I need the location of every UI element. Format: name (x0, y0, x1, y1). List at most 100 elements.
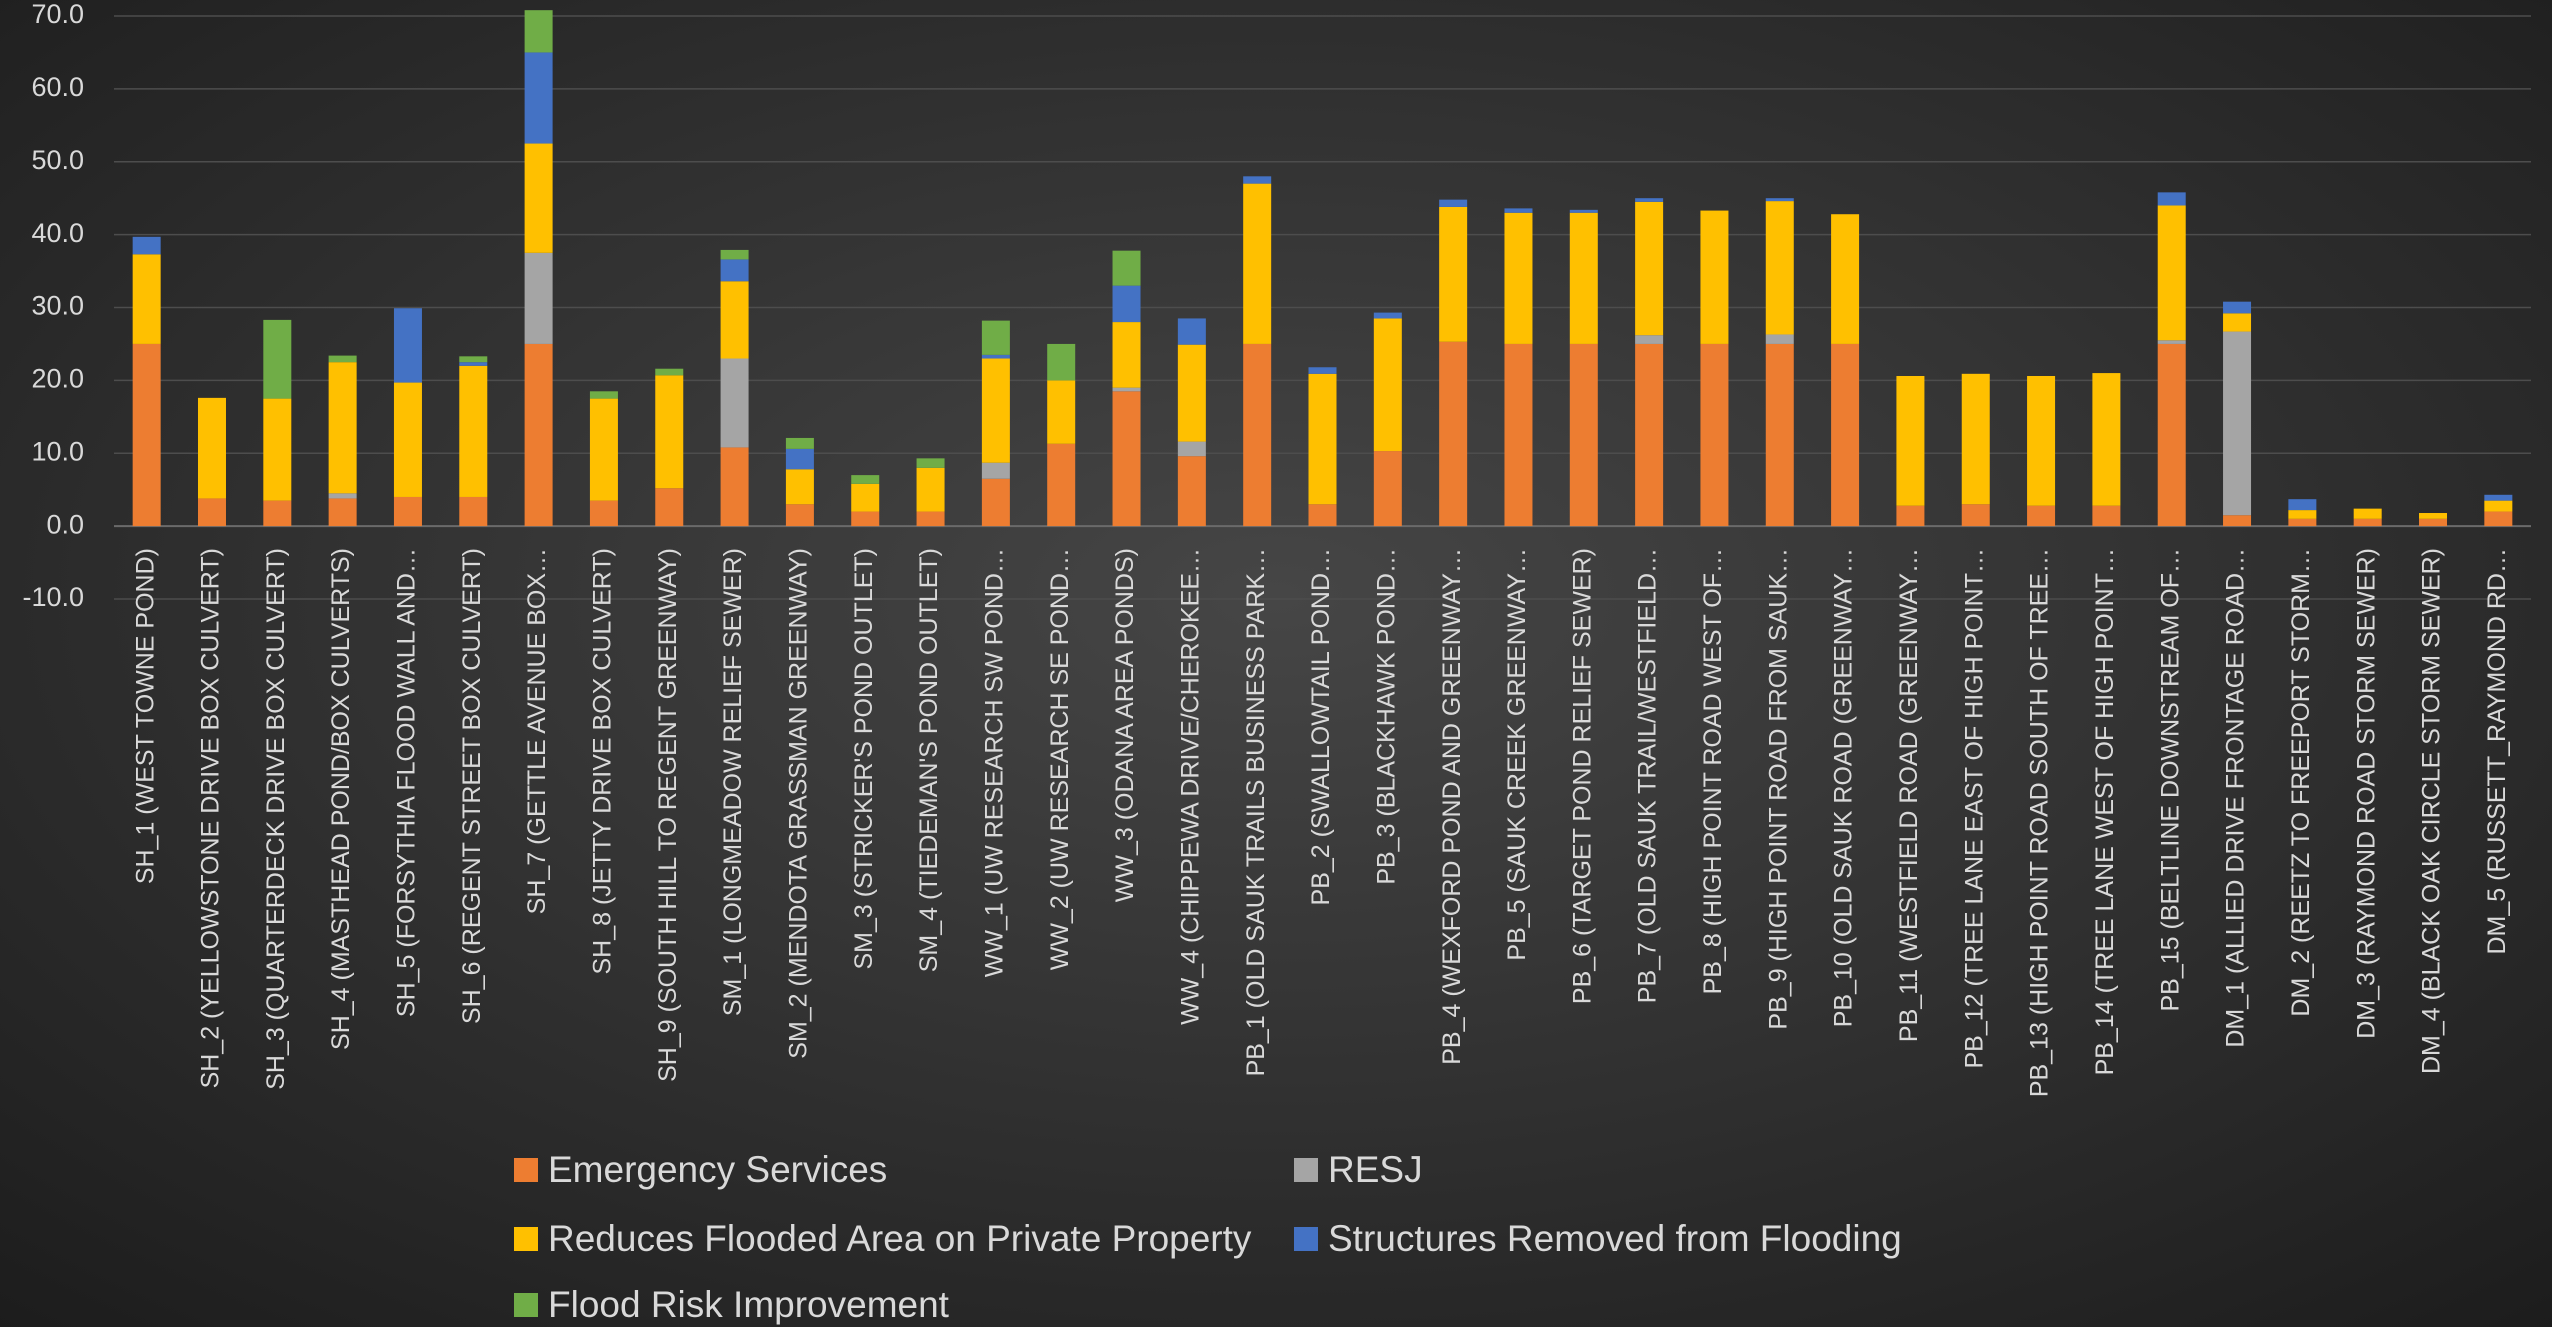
y-tick-label: 50.0 (31, 145, 84, 175)
bar-segment (1112, 391, 1141, 527)
bar-segment (1439, 199, 1468, 207)
y-tick-label: 10.0 (31, 436, 84, 466)
bar-segment (1243, 343, 1272, 527)
bar-segment (1439, 341, 1468, 527)
bar-segment (2092, 505, 2121, 527)
x-tick-label: SM_4 (TIEDEMAN'S POND OUTLET) (915, 548, 943, 972)
y-tick-label: -10.0 (22, 582, 84, 612)
bar-segment (1243, 176, 1272, 184)
y-tick-label: 30.0 (31, 291, 84, 321)
x-tick-label: SH_6 (REGENT STREET BOX CULVERT) (458, 548, 486, 1024)
y-tick-label: 70.0 (31, 0, 84, 29)
bar-segment (328, 355, 357, 363)
bar-segment (2288, 499, 2317, 511)
legend-label: Reduces Flooded Area on Private Property (548, 1218, 1252, 1259)
bar-segment (1047, 380, 1076, 444)
bar-segment (720, 281, 749, 359)
bar-segment (459, 356, 488, 363)
bar-segment (1569, 212, 1598, 344)
x-tick-label: PB_4 (WEXFORD POND AND GREENWAY… (1438, 548, 1466, 1065)
x-tick-label: PB_12 (TREE LANE EAST OF HIGH POINT… (1960, 548, 1988, 1069)
bar-segment (916, 511, 945, 527)
bar-segment (1177, 344, 1206, 442)
bar-segment (2223, 515, 2252, 527)
bar-segment (655, 375, 684, 489)
bar-segment (524, 52, 553, 144)
x-tick-label: PB_7 (OLD SAUK TRAIL/WESTFIELD… (1634, 548, 1662, 1003)
bar-segment (851, 475, 880, 484)
bar-segment (459, 362, 488, 366)
bar-segment (2419, 518, 2448, 527)
x-tick-label: SH_3 (QUARTERDECK DRIVE BOX CULVERT) (262, 548, 290, 1090)
bar-segment (1308, 373, 1337, 505)
bar-segment (1765, 334, 1794, 344)
x-tick-label: WW_4 (CHIPPEWA DRIVE/CHEROKEE… (1176, 548, 1204, 1025)
y-tick-label: 20.0 (31, 364, 84, 394)
bar-segment (132, 236, 161, 255)
x-tick-label: SH_5 (FORSYTHIA FLOOD WALL AND… (393, 548, 421, 1017)
bar-segment (2288, 518, 2317, 527)
bar-segment (197, 397, 226, 499)
x-tick-label: PB_2 (SWALLOWTAIL POND… (1307, 548, 1335, 905)
x-tick-label: PB_6 (TARGET POND RELIEF SEWER) (1568, 548, 1596, 1004)
bar-segment (1961, 504, 1990, 527)
x-tick-label: PB_14 (TREE LANE WEST OF HIGH POINT… (2091, 548, 2119, 1075)
bar-segment (981, 462, 1010, 479)
bar-segment (1243, 183, 1272, 344)
x-tick-label: PB_3 (BLACKHAWK POND… (1372, 548, 1400, 885)
bar-segment (981, 354, 1010, 359)
bar-segment (916, 467, 945, 512)
x-tick-label: SH_7 (GETTLE AVENUE BOX… (523, 548, 551, 914)
bar-segment (1112, 387, 1141, 392)
bar-segment (2157, 340, 2186, 344)
bar-segment (524, 343, 553, 527)
legend-swatch (1294, 1158, 1318, 1182)
bar-segment (1177, 441, 1206, 457)
bar-segment (1047, 443, 1076, 527)
bar-segment (1765, 198, 1794, 202)
x-tick-label: PB_8 (HIGH POINT ROAD WEST OF… (1699, 548, 1727, 994)
bar-segment (981, 358, 1010, 463)
bar-segment (2157, 343, 2186, 527)
bar-segment (1112, 285, 1141, 323)
bar-segment (2157, 192, 2186, 206)
bar-segment (1831, 214, 1860, 344)
x-tick-label: SH_4 (MASTHEAD POND/BOX CULVERTS) (327, 548, 355, 1050)
bar-segment (1635, 335, 1664, 344)
bar-segment (1112, 322, 1141, 388)
bar-segment (1373, 318, 1402, 452)
bar-segment (655, 368, 684, 376)
bar-segment (263, 319, 292, 399)
bar-segment (2353, 518, 2382, 527)
bar-segment (132, 343, 161, 527)
x-tick-label: DM_3 (RAYMOND ROAD STORM SEWER) (2352, 548, 2380, 1039)
bar-segment (1504, 208, 1533, 213)
bar-segment (720, 447, 749, 527)
bar-segment (2027, 505, 2056, 527)
bar-segment (1569, 343, 1598, 527)
bar-segment (1700, 210, 1729, 344)
legend-swatch (514, 1158, 538, 1182)
legend-label: Structures Removed from Flooding (1328, 1218, 1902, 1259)
x-tick-label: SM_2 (MENDOTA GRASSMAN GREENWAY) (785, 548, 813, 1059)
bar-segment (589, 391, 618, 399)
x-tick-label: DM_2 (REETZ TO FREEPORT STORM… (2287, 548, 2315, 1017)
bar-segment (1308, 367, 1337, 374)
bar-segment (263, 500, 292, 527)
bar-segment (2157, 205, 2186, 341)
bar-segment (2484, 494, 2513, 501)
bar-segment (2484, 511, 2513, 527)
x-tick-label: PB_5 (SAUK CREEK GREENWAY… (1503, 548, 1531, 961)
x-tick-label: SH_1 (WEST TOWNE POND) (131, 548, 159, 884)
bar-segment (785, 448, 814, 470)
bar-segment (2353, 508, 2382, 519)
labels: -10.0 0.0 10.0 20.0 30.0 40.0 50.0 60.0 70.0 SH_1… (22, 0, 2510, 1097)
bar-segment (393, 308, 422, 383)
bar-segment (720, 259, 749, 282)
bar-segment (1373, 312, 1402, 319)
bar-segment (1177, 318, 1206, 345)
x-tick-label: SM_3 (STRICKER'S POND OUTLET) (850, 548, 878, 970)
legend-label: RESJ (1328, 1149, 1423, 1190)
x-tick-label: DM_1 (ALLIED DRIVE FRONTAGE ROAD… (2222, 548, 2250, 1048)
